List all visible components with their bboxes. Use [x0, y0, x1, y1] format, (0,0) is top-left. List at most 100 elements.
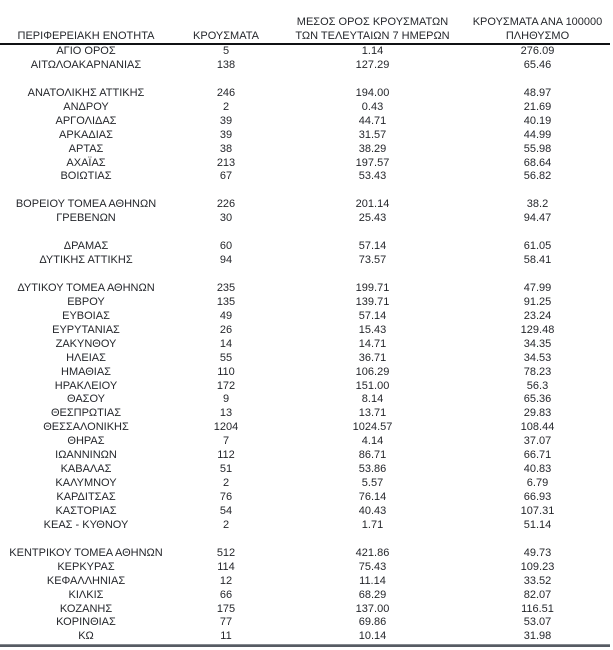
region-cell: ΑΡΚΑΔΙΑΣ: [59, 128, 113, 141]
table-row: ΔΥΤΙΚΟΥ ΤΟΜΕΑ ΑΘΗΝΩΝ 235 199.71 47.99: [0, 282, 610, 296]
table-row: ΘΕΣΣΑΛΟΝΙΚΗΣ 1204 1024.57 108.44: [0, 421, 610, 435]
cases-cell: 94: [219, 254, 233, 267]
per100k-cell: 65.46: [523, 58, 552, 71]
cases-cell: 67: [219, 170, 233, 183]
cases-cell: 1204: [213, 421, 239, 434]
region-cell: ΒΟΡΕΙΟΥ ΤΟΜΕΑ ΑΘΗΝΩΝ: [15, 198, 157, 211]
per100k-cell: 47.99: [523, 281, 552, 294]
avg7-cell: 25.43: [358, 212, 387, 225]
per100k-cell: 44.99: [523, 128, 552, 141]
table-header-row: ΠΕΡΙΦΕΡΕΙΑΚΗ ΕΝΟΤΗΤΑ ΚΡΟΥΣΜΑΤΑ ΜΕΣΟΣ ΟΡΟ…: [0, 0, 610, 45]
table-row: ΒΟΡΕΙΟΥ ΤΟΜΕΑ ΑΘΗΝΩΝ 226 201.14 38.2: [0, 198, 610, 212]
per100k-cell: 58.41: [523, 254, 552, 267]
per100k-cell: 6.79: [526, 477, 549, 490]
column-header-per100k: ΚΡΟΥΣΜΑΤΑ ΑΝΑ 100000 ΠΛΗΘΥΣΜΟ: [465, 16, 610, 43]
avg7-cell: 10.14: [358, 630, 387, 643]
column-header-avg7-line2: ΤΩΝ ΤΕΛΕΥΤΑΙΩΝ 7 ΗΜΕΡΩΝ: [295, 29, 450, 42]
table-row: ΚΕΡΚΥΡΑΣ 114 75.43 109.23: [0, 561, 610, 575]
per100k-cell: 94.47: [523, 212, 552, 225]
per100k-cell: 55.98: [523, 142, 552, 155]
region-cell: ΚΙΛΚΙΣ: [68, 588, 104, 601]
avg7-cell: 13.71: [358, 407, 387, 420]
column-header-per100k-line1: ΚΡΟΥΣΜΑΤΑ ΑΝΑ 100000: [472, 16, 603, 28]
table-row: ΚΙΛΚΙΣ 66 68.29 82.07: [0, 589, 610, 603]
cases-cell: 26: [219, 323, 233, 336]
cases-cell: 77: [219, 616, 233, 629]
table-row: ΑΙΤΩΛΟΑΚΑΡΝΑΝΙΑΣ 138 127.29 65.46: [0, 59, 610, 73]
region-cell: ΓΡΕΒΕΝΩΝ: [56, 212, 116, 225]
table-row: ΚΑΛΥΜΝΟΥ 2 5.57 6.79: [0, 477, 610, 491]
per100k-cell: 31.98: [523, 630, 552, 643]
avg7-cell: 44.71: [358, 114, 387, 127]
per100k-cell: 34.35: [523, 337, 552, 350]
per100k-cell: 48.97: [523, 86, 552, 99]
table-row: ΚΑΒΑΛΑΣ 51 53.86 40.83: [0, 463, 610, 477]
per100k-cell: 116.51: [521, 602, 554, 615]
region-cell: ΑΓΙΟ ΟΡΟΣ: [56, 45, 116, 57]
region-cell: ΘΑΣΟΥ: [66, 393, 106, 406]
avg7-cell: 199.71: [355, 281, 390, 294]
table-body: ΑΓΙΟ ΟΡΟΣ 5 1.14 276.09 ΑΙΤΩΛΟΑΚΑΡΝΑΝΙΑΣ…: [0, 45, 610, 644]
column-header-region: ΠΕΡΙΦΕΡΕΙΑΚΗ ΕΝΟΤΗΤΑ: [0, 16, 172, 43]
region-cell: ΚΕΑΣ - ΚΥΘΝΟΥ: [43, 518, 129, 531]
table-row: ΑΡΤΑΣ 38 38.29 55.98: [0, 143, 610, 157]
per100k-cell: 78.23: [523, 365, 552, 378]
per100k-cell: 40.83: [523, 463, 552, 476]
per100k-cell: 109.23: [520, 560, 555, 573]
avg7-cell: 4.14: [361, 435, 384, 448]
per100k-cell: 66.71: [523, 449, 552, 462]
region-cell: ΚΕΝΤΡΙΚΟΥ ΤΟΜΕΑ ΑΘΗΝΩΝ: [9, 546, 163, 559]
avg7-cell: 151.00: [355, 379, 390, 392]
avg7-cell: 14.71: [358, 337, 387, 350]
region-cell: ΑΡΓΟΛΙΔΑΣ: [55, 114, 117, 127]
table-row: ΘΑΣΟΥ 9 8.14 65.36: [0, 393, 610, 407]
avg7-cell: 53.86: [358, 463, 387, 476]
cases-cell: 39: [219, 128, 233, 141]
avg7-cell: 36.71: [358, 351, 387, 364]
cases-cell: 66: [219, 588, 233, 601]
column-header-cases-label: ΚΡΟΥΣΜΑΤΑ: [193, 29, 259, 42]
avg7-cell: 75.43: [358, 560, 387, 573]
per100k-cell: 21.69: [523, 100, 552, 113]
cases-cell: 110: [217, 365, 235, 378]
table-bottom-rule: [0, 644, 610, 648]
avg7-cell: 38.29: [358, 142, 387, 155]
table-row: ΚΕΑΣ - ΚΥΘΝΟΥ 2 1.71 51.14: [0, 519, 610, 533]
table-row: ΑΝΔΡΟΥ 2 0.43 21.69: [0, 101, 610, 115]
table-row: ΒΟΙΩΤΙΑΣ 67 53.43 56.82: [0, 170, 610, 184]
cases-cell: 175: [216, 602, 236, 615]
table-row: ΗΡΑΚΛΕΙΟΥ 172 151.00 56.3: [0, 380, 610, 394]
region-cell: ΕΒΡΟΥ: [67, 295, 105, 308]
per100k-cell: 56.3: [526, 379, 549, 392]
per100k-cell: 129.48: [520, 323, 555, 336]
region-cell: ΔΡΑΜΑΣ: [63, 240, 109, 253]
per100k-cell: 49.73: [523, 546, 552, 559]
avg7-cell: 127.29: [355, 58, 390, 71]
avg7-cell: 201.14: [355, 198, 390, 211]
table-row: ΓΡΕΒΕΝΩΝ 30 25.43 94.47: [0, 212, 610, 226]
region-cell: ΙΩΑΝΝΙΝΩΝ: [55, 449, 117, 462]
region-cell: ΘΗΡΑΣ: [67, 435, 105, 448]
region-cell: ΚΑΛΥΜΝΟΥ: [55, 477, 117, 490]
region-cell: ΚΑΒΑΛΑΣ: [60, 463, 112, 476]
avg7-cell: 421.86: [355, 546, 390, 559]
column-header-avg7-line1: ΜΕΣΟΣ ΟΡΟΣ ΚΡΟΥΣΜΑΤΩΝ: [296, 16, 449, 28]
cases-cell: 13: [219, 407, 233, 420]
cases-cell: 2: [222, 518, 230, 531]
avg7-cell: 8.14: [361, 393, 384, 406]
table-row: ΑΡΚΑΔΙΑΣ 39 31.57 44.99: [0, 129, 610, 143]
table-row: ΑΓΙΟ ΟΡΟΣ 5 1.14 276.09: [0, 45, 610, 59]
table-row: ΚΑΣΤΟΡΙΑΣ 54 40.43 107.31: [0, 505, 610, 519]
table-row: ΕΒΡΟΥ 135 139.71 91.25: [0, 296, 610, 310]
avg7-cell: 0.43: [361, 100, 384, 113]
region-cell: ΘΕΣΣΑΛΟΝΙΚΗΣ: [43, 421, 129, 434]
avg7-cell: 73.57: [358, 254, 387, 267]
avg7-cell: 53.43: [358, 170, 387, 183]
per100k-cell: 53.07: [523, 616, 552, 629]
region-cell: ΑΝΑΤΟΛΙΚΗΣ ΑΤΤΙΚΗΣ: [27, 86, 145, 99]
avg7-cell: 57.14: [358, 309, 387, 322]
region-cell: ΗΜΑΘΙΑΣ: [61, 365, 111, 378]
per100k-cell: 40.19: [523, 114, 552, 127]
avg7-cell: 76.14: [358, 491, 387, 503]
region-cell: ΚΟΡΙΝΘΙΑΣ: [56, 616, 116, 629]
